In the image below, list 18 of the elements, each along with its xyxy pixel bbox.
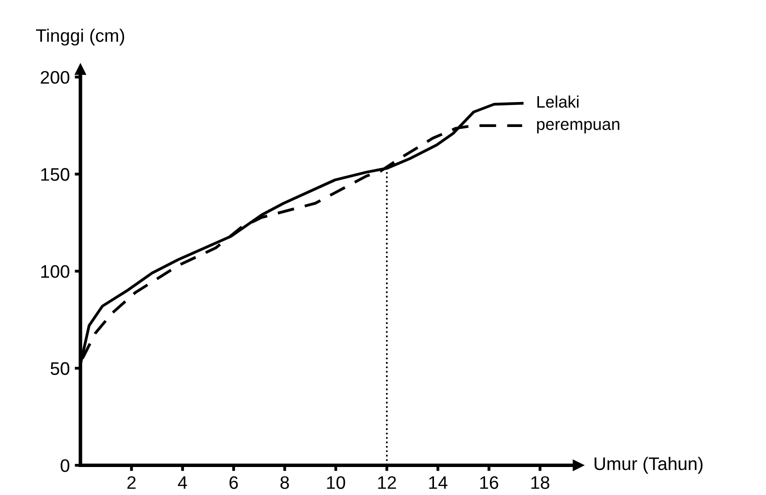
x-tick-label: 12	[378, 476, 396, 489]
x-tick-label: 8	[280, 476, 289, 489]
series-label: Lelaki	[537, 96, 578, 108]
x-axis-title: Umur (Tahun)	[594, 456, 703, 474]
y-axis-title: Tinggi (cm)	[36, 28, 124, 46]
x-tick-label: 16	[480, 476, 498, 489]
y-tick-label: 0	[60, 459, 70, 472]
x-tick-label: 4	[178, 476, 188, 489]
series-label: perempuan	[537, 120, 620, 134]
x-tick-label: 10	[327, 476, 346, 489]
x-tick-label: 14	[429, 476, 448, 489]
x-tick-label: 6	[230, 476, 238, 489]
y-tick-label: 200	[40, 71, 70, 84]
y-tick-label: 150	[41, 168, 70, 181]
y-tick-label: 50	[50, 362, 70, 375]
x-tick-label: 2	[127, 476, 136, 489]
x-tick-label: 18	[531, 476, 550, 489]
y-tick-label: 100	[41, 265, 70, 278]
